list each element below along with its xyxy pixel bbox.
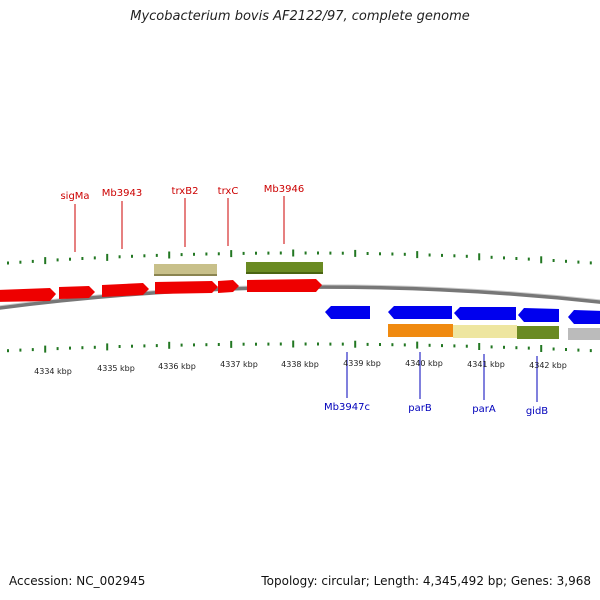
lower-feature-track (388, 324, 600, 340)
lower-tick-track (7, 340, 592, 353)
kbp-label-4335: 4335 kbp (97, 364, 135, 373)
feature-bar-olive-lower[interactable] (517, 326, 559, 339)
upper-tick-track (7, 249, 592, 265)
kbp-label-4342: 4342 kbp (529, 361, 567, 370)
feature-bar-olive-edge (246, 272, 323, 274)
kbp-label-4339: 4339 kbp (343, 359, 381, 368)
feature-bar-olive[interactable] (246, 262, 323, 274)
kbp-label-4336: 4336 kbp (158, 362, 196, 371)
accession-text: Accession: NC_002945 (9, 574, 146, 588)
feature-bar-grey[interactable] (568, 328, 600, 340)
feature-bar-khaki[interactable] (154, 264, 217, 276)
gene-label-Mb3946[interactable]: Mb3946 (264, 184, 304, 195)
genome-summary-text: Topology: circular; Length: 4,345,492 bp… (261, 574, 591, 588)
forward-cds-track (0, 279, 322, 302)
gene-label-sigMa[interactable]: sigMa (60, 191, 89, 202)
gene-label-trxB2[interactable]: trxB2 (172, 186, 199, 197)
kbp-label-4334: 4334 kbp (34, 367, 72, 376)
kbp-label-4338: 4338 kbp (281, 360, 319, 369)
feature-bar-pale-yellow[interactable] (453, 325, 517, 338)
cds-arrow-gidB[interactable] (518, 308, 559, 322)
cds-arrow-trxC[interactable] (218, 280, 239, 293)
reverse-cds-track (325, 306, 600, 324)
feature-bar-orange[interactable] (388, 324, 453, 337)
gene-label-Mb3947c[interactable]: Mb3947c (324, 402, 370, 413)
cds-arrow-unnamed-1[interactable] (59, 286, 95, 299)
cds-arrow-Mb3946[interactable] (247, 279, 322, 292)
kbp-label-4337: 4337 kbp (220, 360, 258, 369)
upper-feature-track (154, 262, 323, 276)
cds-arrow-unnamed-2[interactable] (568, 310, 600, 324)
gene-label-Mb3943[interactable]: Mb3943 (102, 188, 142, 199)
genome-title: Mycobacterium bovis AF2122/97, complete … (130, 9, 470, 24)
reverse-gene-labels: Mb3947c parB parA gidB (324, 352, 548, 417)
cds-arrow-Mb3947c[interactable] (325, 306, 370, 319)
kbp-label-4340: 4340 kbp (405, 359, 443, 368)
cds-arrow-parB[interactable] (388, 306, 452, 319)
gene-label-parB[interactable]: parB (408, 403, 432, 414)
forward-gene-labels: sigMa Mb3943 trxB2 trxC Mb3946 (60, 184, 304, 252)
kbp-scale-labels: 4334 kbp 4335 kbp 4336 kbp 4337 kbp 4338… (34, 359, 567, 376)
gene-label-parA[interactable]: parA (472, 404, 496, 415)
gene-label-trxC[interactable]: trxC (218, 186, 239, 197)
gene-label-gidB[interactable]: gidB (526, 406, 548, 417)
cds-arrow-Mb3943[interactable] (102, 283, 149, 297)
cds-arrow-sigMa[interactable] (0, 288, 56, 302)
kbp-label-4341: 4341 kbp (467, 360, 505, 369)
feature-bar-khaki-edge (154, 274, 217, 276)
cds-arrow-trxB2[interactable] (155, 281, 218, 294)
cds-arrow-parA[interactable] (454, 307, 516, 320)
